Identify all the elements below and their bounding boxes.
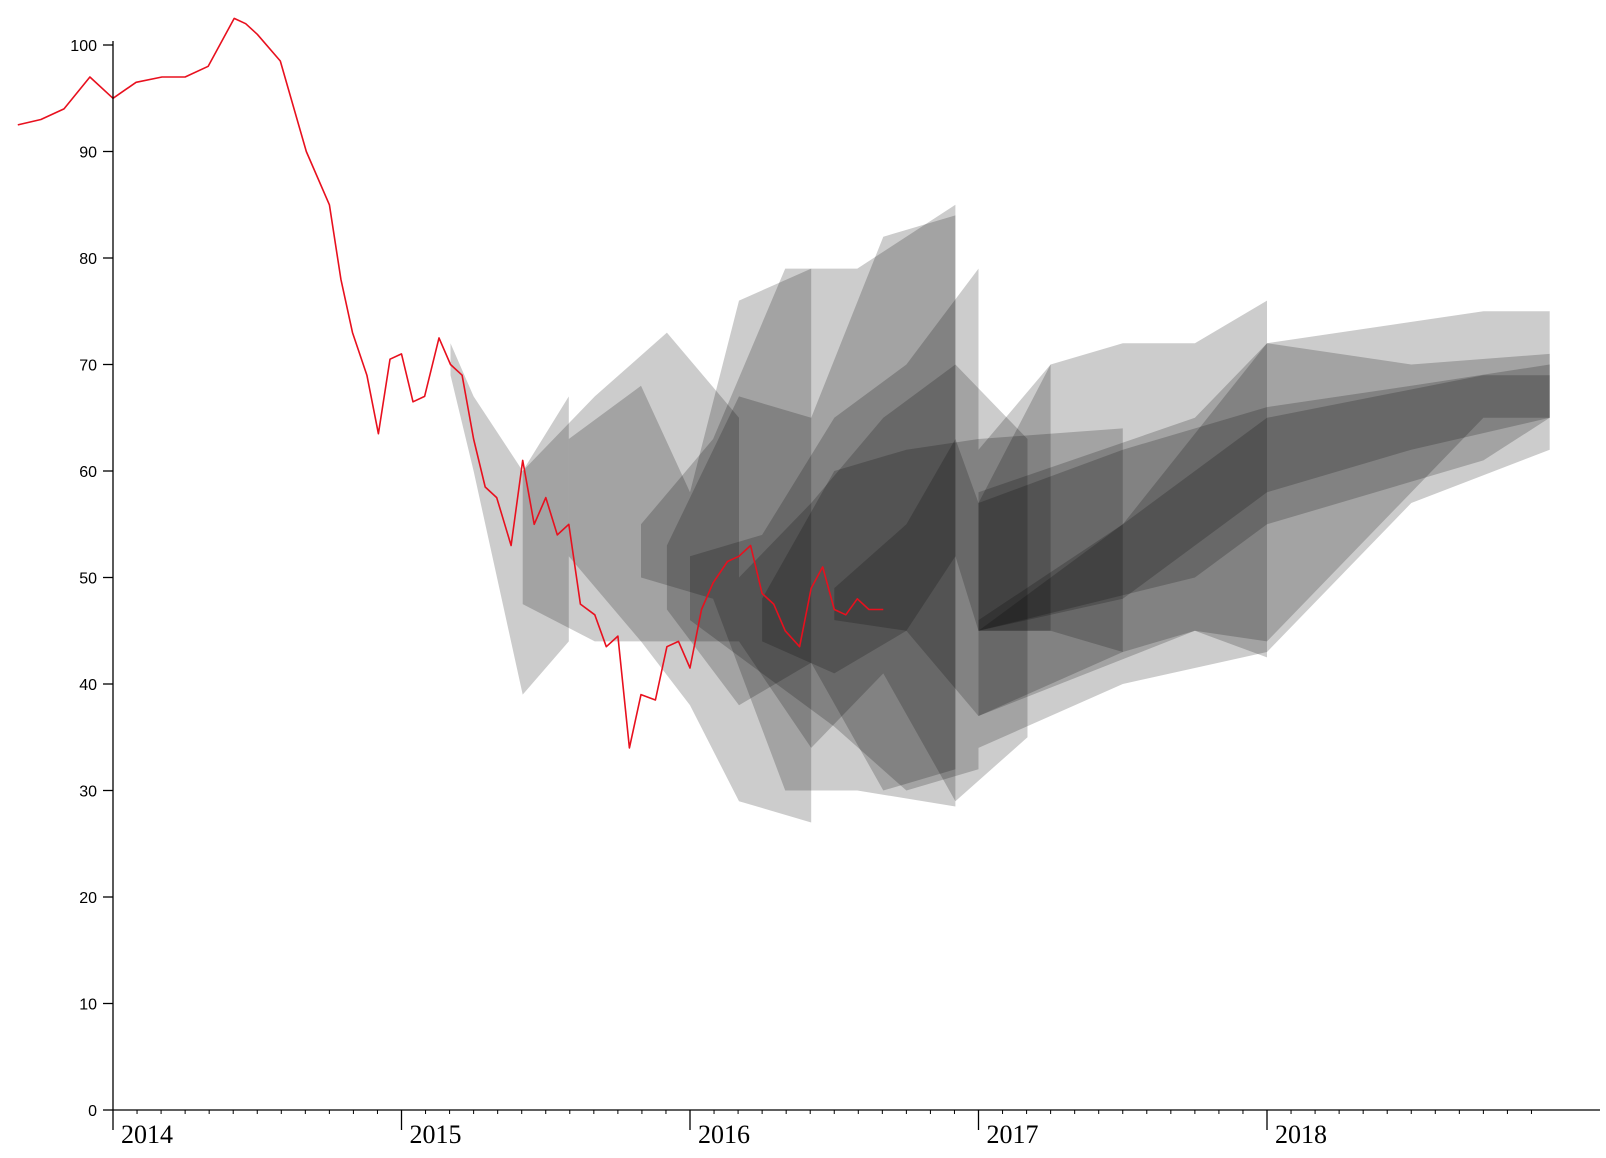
x-tick-label: 2016 — [698, 1120, 750, 1149]
forecast-band-6 — [690, 268, 979, 791]
y-tick-label: 70 — [79, 358, 97, 375]
forecast-band-2 — [522, 332, 739, 642]
forecast-band-13 — [978, 311, 1550, 631]
y-tick-label: 10 — [79, 997, 97, 1014]
forecast-bands — [450, 204, 1550, 823]
y-tick-label: 60 — [79, 464, 97, 481]
price-history-line — [17, 17, 884, 749]
forecast-band-12 — [978, 364, 1550, 748]
forecast-band-3 — [568, 268, 812, 823]
forecast-band-14 — [978, 375, 1550, 716]
x-tick-label: 2015 — [410, 1120, 462, 1149]
y-tick-label: 20 — [79, 890, 97, 907]
y-tick-label: 0 — [88, 1103, 97, 1120]
y-tick-label: 30 — [79, 784, 97, 801]
y-tick-label: 100 — [70, 38, 97, 55]
forecast-band-5 — [666, 215, 956, 791]
forecast-band-1 — [450, 343, 569, 695]
forecast-band-4 — [641, 204, 956, 807]
x-tick-label: 2017 — [987, 1120, 1039, 1149]
forecast-band-11 — [978, 343, 1550, 631]
y-tick-label: 50 — [79, 571, 97, 588]
y-axis: 0 10 20 30 40 50 60 70 80 90 100 — [70, 38, 114, 1120]
x-tick-label: 2014 — [121, 1120, 173, 1149]
y-tick-label: 90 — [79, 145, 97, 162]
x-tick-label: 2018 — [1275, 1120, 1327, 1149]
y-tick-label: 80 — [79, 251, 97, 268]
x-axis: 2014 2015 2016 2017 2018 — [112, 1109, 1600, 1149]
forecast-band-9 — [834, 364, 1051, 631]
forecast-band-7 — [739, 364, 1028, 802]
forecast-band-8 — [762, 428, 1123, 716]
price-line-layer — [17, 17, 884, 749]
forecast-band-10 — [978, 300, 1267, 658]
y-tick-label: 40 — [79, 677, 97, 694]
